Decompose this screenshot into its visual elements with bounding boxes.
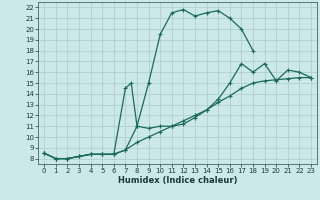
X-axis label: Humidex (Indice chaleur): Humidex (Indice chaleur) xyxy=(118,176,237,185)
